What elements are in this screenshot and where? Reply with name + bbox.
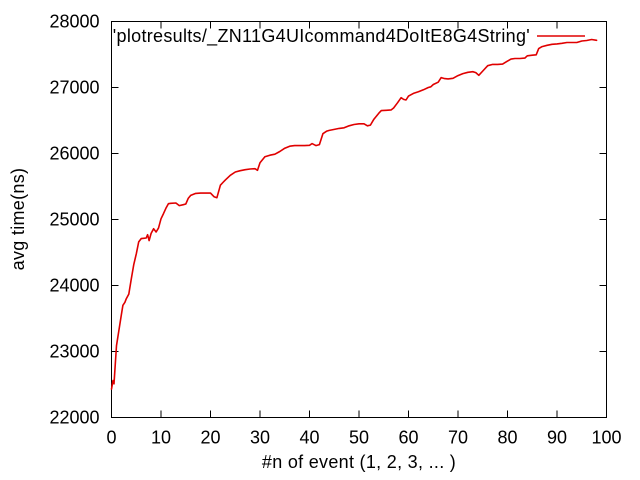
x-tick-label-0: 0 xyxy=(106,428,116,448)
data-series-line xyxy=(110,38,598,390)
axis-ticks xyxy=(111,21,607,418)
x-tick-label-60: 60 xyxy=(398,428,418,448)
y-tick-label-27000: 27000 xyxy=(49,78,99,98)
x-tick-label-40: 40 xyxy=(299,428,319,448)
y-tick-label-26000: 26000 xyxy=(49,144,99,164)
legend-label: 'plotresults/_ZN11G4UIcommand4DoItE8G4St… xyxy=(113,26,530,47)
x-tick-label-30: 30 xyxy=(250,428,270,448)
y-axis-title: avg time(ns) xyxy=(8,168,28,271)
legend: 'plotresults/_ZN11G4UIcommand4DoItE8G4St… xyxy=(113,26,585,47)
y-tick-label-28000: 28000 xyxy=(49,12,99,32)
y-tick-label-24000: 24000 xyxy=(49,276,99,296)
x-tick-label-80: 80 xyxy=(497,428,517,448)
y-tick-label-23000: 23000 xyxy=(49,342,99,362)
x-tick-label-10: 10 xyxy=(151,428,171,448)
x-tick-label-90: 90 xyxy=(547,428,567,448)
x-tick-label-50: 50 xyxy=(349,428,369,448)
x-tick-label-100: 100 xyxy=(591,428,621,448)
y-tick-label-25000: 25000 xyxy=(49,210,99,230)
plot-border xyxy=(111,21,607,418)
x-tick-label-70: 70 xyxy=(448,428,468,448)
axis-tick-labels: 0 10 20 30 40 50 60 70 80 90 100 22000 23000 24000 250… xyxy=(49,12,621,448)
y-tick-label-22000: 22000 xyxy=(49,408,99,428)
x-axis-title: #n of event (1, 2, 3, ... ) xyxy=(262,452,456,472)
x-tick-label-20: 20 xyxy=(200,428,220,448)
